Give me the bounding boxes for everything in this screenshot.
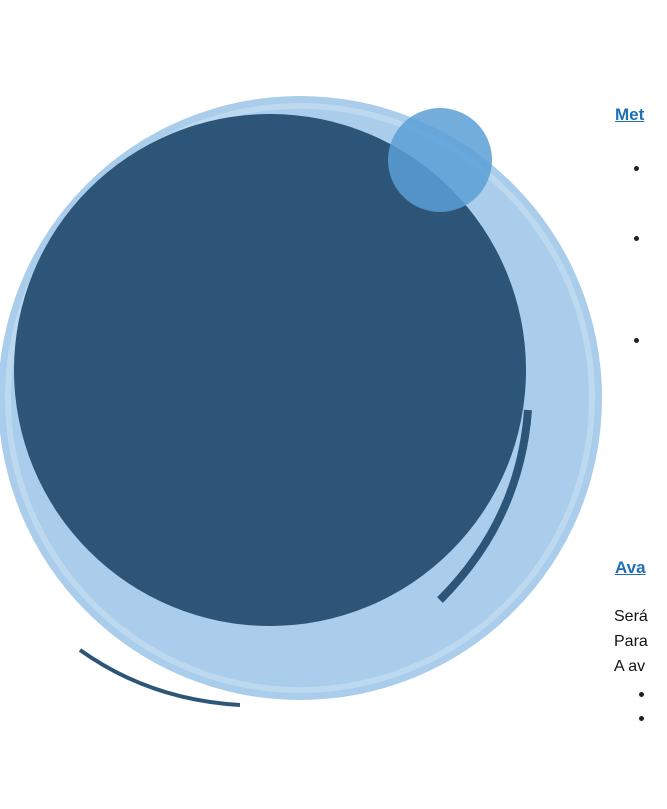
bullet [639, 692, 644, 697]
small-circle [388, 108, 492, 212]
bullet [634, 338, 639, 343]
bullet [634, 236, 639, 241]
bullet [639, 716, 644, 721]
brush-stroke [437, 409, 532, 603]
outer-ring [5, 103, 595, 693]
inner-circle [14, 114, 526, 626]
brush-stroke [78, 648, 241, 707]
paragraph-line: Para [614, 633, 648, 650]
bullet [634, 166, 639, 171]
paragraph-line: A av [614, 658, 646, 675]
section-heading: Ava [615, 558, 646, 577]
section-heading: Met [615, 105, 645, 124]
paragraph-line: Será [614, 608, 648, 625]
